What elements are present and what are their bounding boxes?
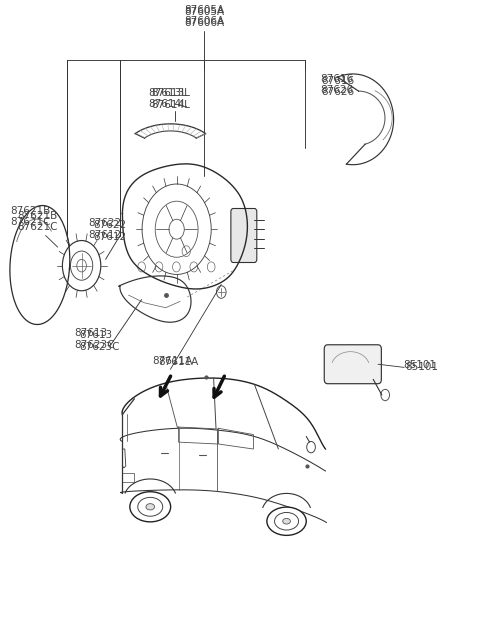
- Text: 87616
87626: 87616 87626: [321, 74, 354, 95]
- Text: 87605A
87606A: 87605A 87606A: [184, 7, 224, 28]
- Text: 87613L
87614L: 87613L 87614L: [149, 88, 187, 109]
- Ellipse shape: [267, 507, 306, 535]
- Text: 85101: 85101: [403, 360, 436, 371]
- Text: 87622
87612: 87622 87612: [88, 219, 121, 240]
- Text: 87622
87612: 87622 87612: [94, 220, 127, 242]
- Text: 87611A: 87611A: [158, 357, 199, 367]
- Ellipse shape: [283, 519, 290, 524]
- Text: 87611A: 87611A: [153, 356, 193, 366]
- FancyBboxPatch shape: [324, 345, 381, 384]
- Ellipse shape: [130, 492, 171, 522]
- Ellipse shape: [138, 497, 163, 516]
- Ellipse shape: [275, 512, 299, 530]
- Text: 87605A
87606A: 87605A 87606A: [184, 5, 224, 26]
- Text: 87616
87626: 87616 87626: [322, 76, 355, 97]
- Text: 87613
87623C: 87613 87623C: [74, 328, 115, 350]
- Text: 85101: 85101: [406, 362, 439, 372]
- Text: 87621B
87621C: 87621B 87621C: [17, 211, 57, 232]
- Text: 87621B
87621C: 87621B 87621C: [11, 206, 51, 227]
- Ellipse shape: [146, 504, 155, 510]
- FancyBboxPatch shape: [231, 208, 257, 263]
- Text: 87613
87623C: 87613 87623C: [79, 330, 120, 352]
- Text: 87613L
87614L: 87613L 87614L: [151, 89, 190, 110]
